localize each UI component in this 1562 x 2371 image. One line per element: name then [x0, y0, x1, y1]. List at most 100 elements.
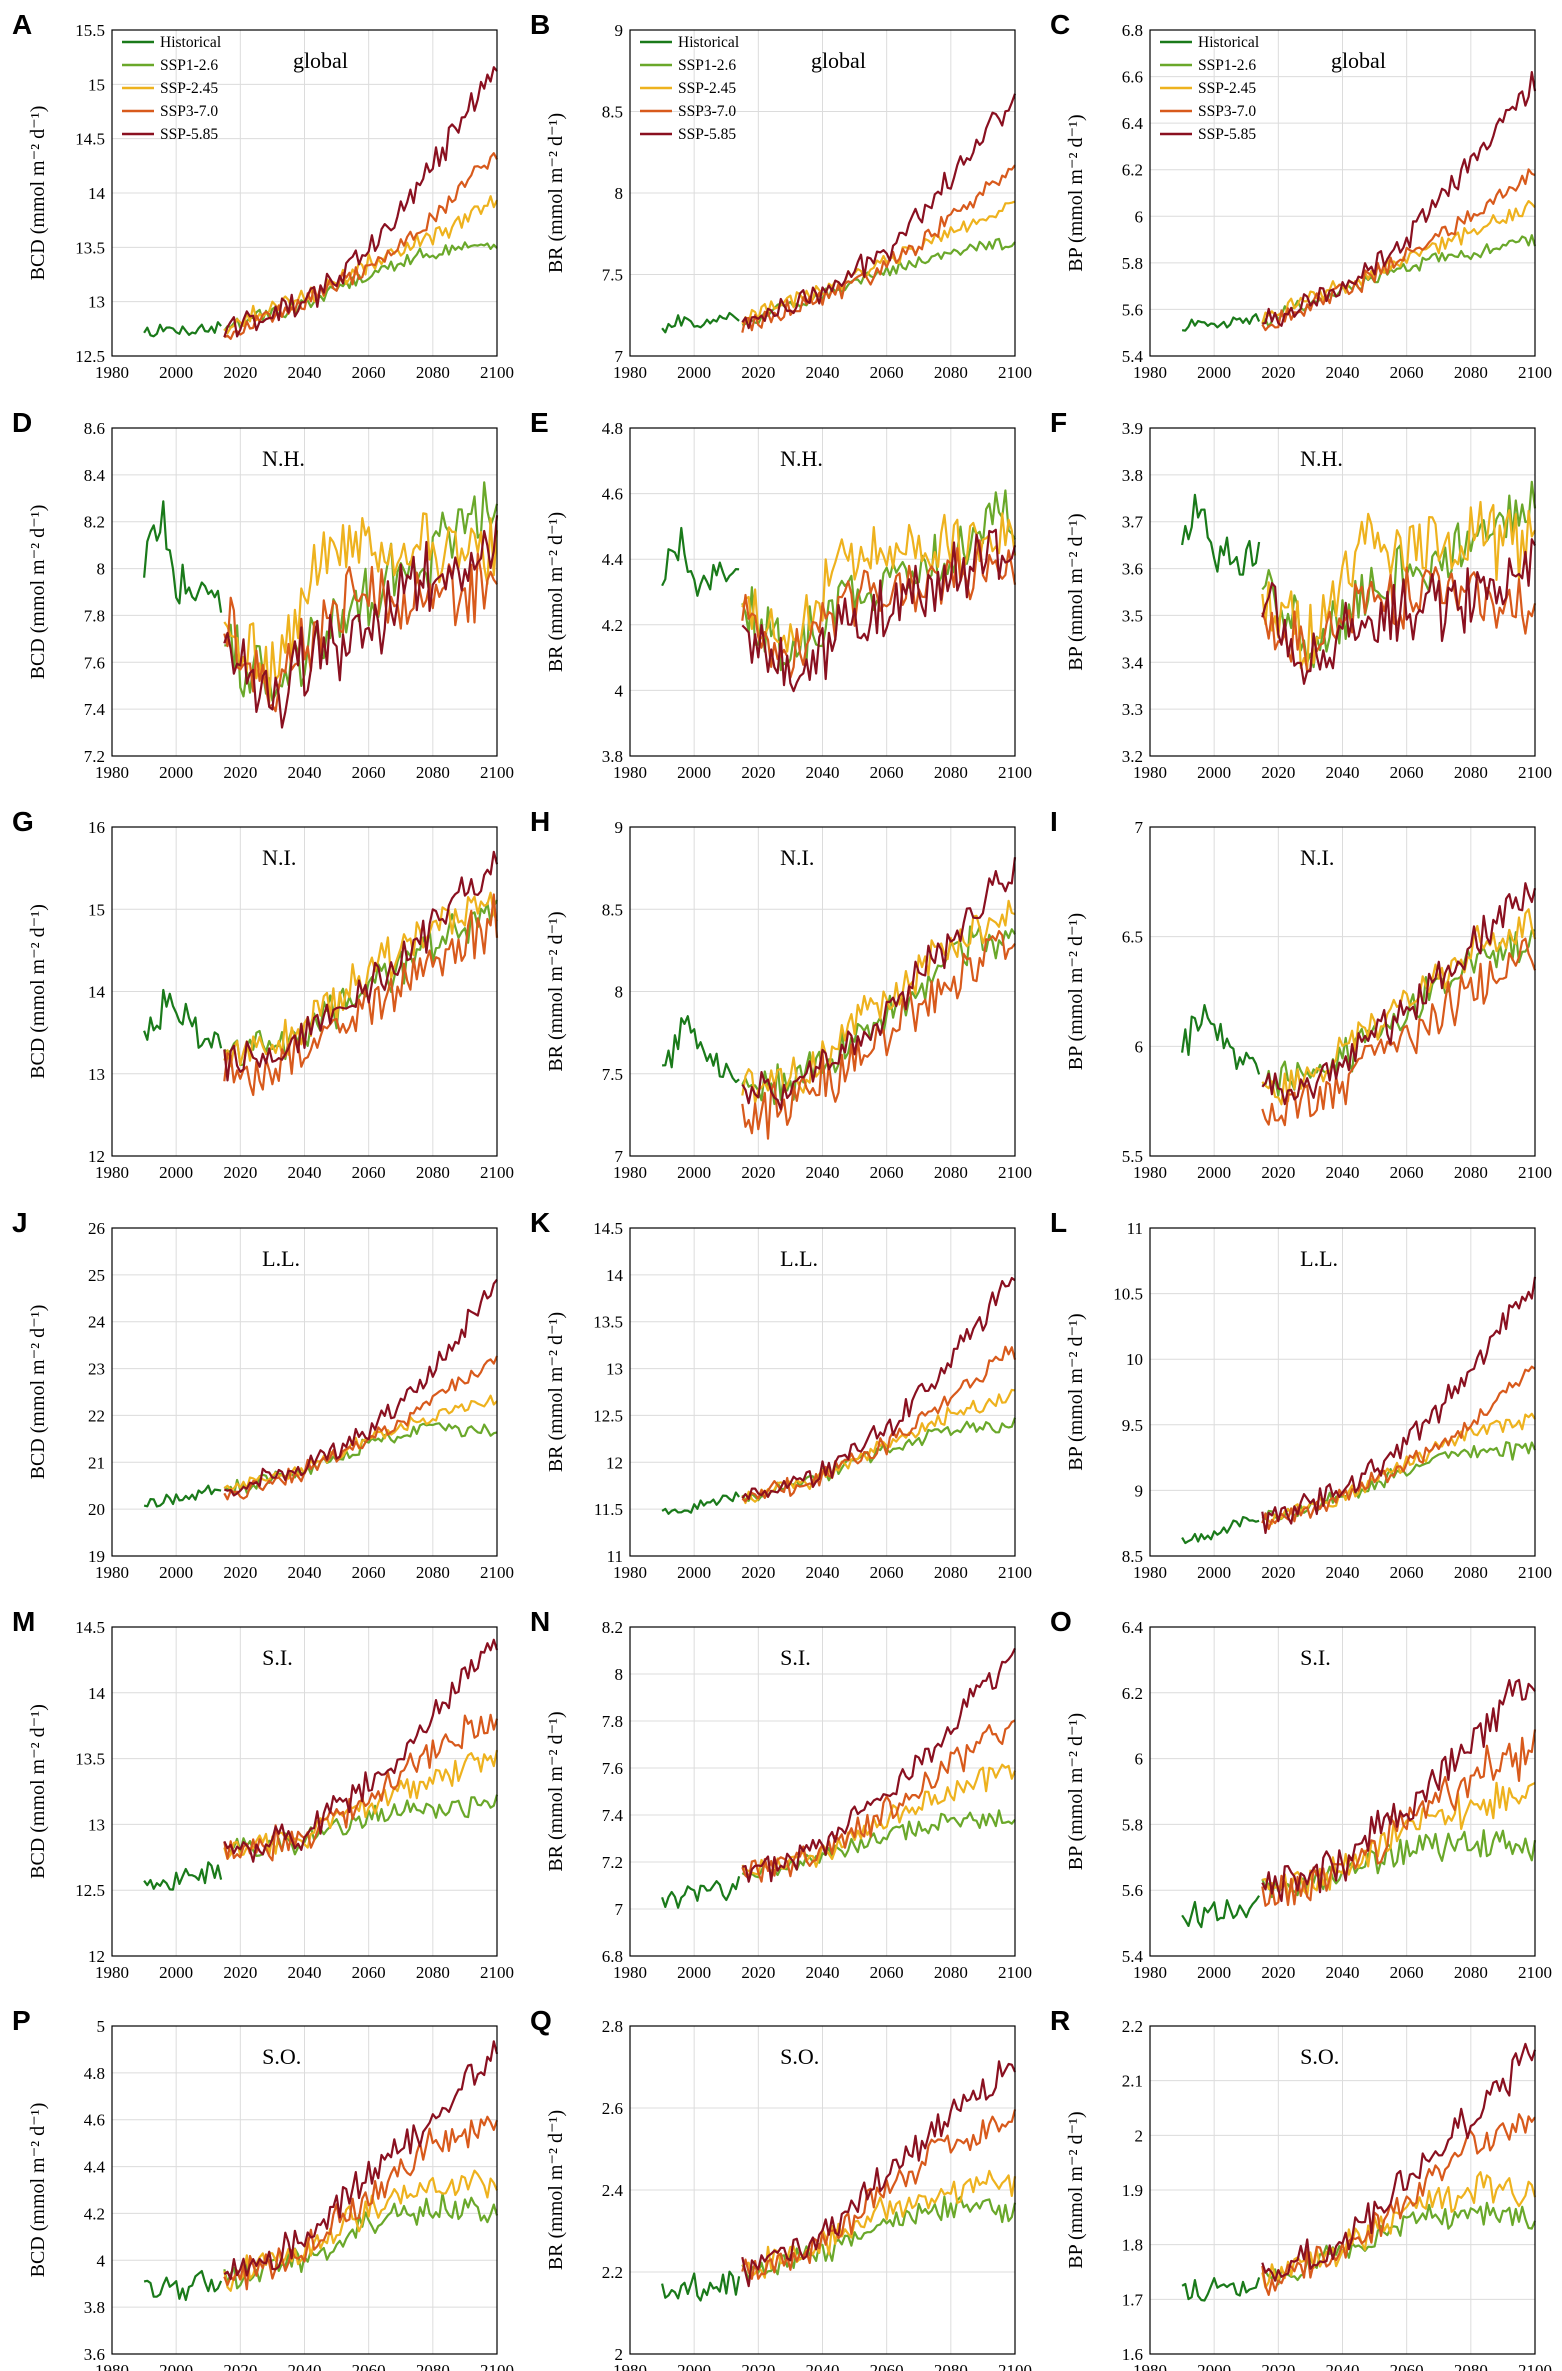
region-label: global [811, 48, 866, 73]
x-tick-label: 2000 [159, 1963, 193, 1982]
legend-entry: SSP3-7.0 [1198, 103, 1256, 120]
x-tick-label: 2040 [806, 763, 840, 782]
x-tick-label: 2060 [1390, 1163, 1424, 1182]
y-tick-label: 5.6 [1122, 300, 1143, 319]
x-tick-label: 2000 [1197, 363, 1231, 382]
x-tick-label: 2080 [1454, 363, 1488, 382]
panel-letter: O [1050, 1606, 1072, 1637]
series-group [1181, 882, 1537, 1127]
series-line-ssp-5-85 [741, 1276, 1016, 1500]
y-axis-label: BCD (mmol m⁻² d⁻¹) [27, 904, 49, 1079]
x-tick-label: 1980 [95, 1963, 129, 1982]
y-tick-label: 7.8 [84, 606, 105, 625]
x-tick-label: 2020 [741, 2361, 775, 2371]
y-tick-label: 7 [615, 1900, 624, 1919]
y-tick-label: 12.5 [75, 1881, 105, 1900]
x-tick-label: 2020 [223, 1563, 257, 1582]
y-tick-label: 23 [88, 1360, 105, 1379]
x-tick-label: 2060 [870, 1963, 904, 1982]
x-tick-label: 2100 [480, 1163, 514, 1182]
series-line-ssp1-2-6 [223, 1794, 499, 1858]
y-tick-label: 12 [606, 1453, 623, 1472]
x-tick-label: 2040 [288, 763, 322, 782]
y-tick-label: 3.6 [1122, 560, 1143, 579]
legend-entry: Historical [160, 34, 221, 51]
series-line-historical [661, 311, 740, 334]
y-tick-label: 5.8 [1122, 254, 1143, 273]
series-group [662, 857, 1017, 1140]
x-tick-label: 2100 [1518, 763, 1552, 782]
x-tick-label: 2080 [934, 763, 968, 782]
series-line-ssp-5-85 [223, 850, 499, 1082]
panel-letter: N [530, 1606, 550, 1637]
series-line-historical [143, 988, 223, 1049]
y-tick-label: 5.4 [1122, 1947, 1144, 1966]
y-tick-label: 10 [1126, 1350, 1143, 1369]
panel-letter: G [12, 806, 34, 837]
y-axis-label: BP (mmol m⁻² d⁻¹) [1065, 2111, 1087, 2268]
x-tick-label: 2020 [1261, 1163, 1295, 1182]
series-line-ssp-5-85 [741, 93, 1017, 330]
series-line-ssp1-2-6 [741, 925, 1016, 1106]
x-tick-label: 2100 [998, 1963, 1032, 1982]
x-tick-label: 1980 [95, 763, 129, 782]
panel-C: 1980 2000 2020 2040 2060 2080 2100 5.4 5.6 5.8 6 6.… [1050, 9, 1552, 382]
y-tick-label: 7 [615, 1147, 624, 1166]
y-tick-label: 2.2 [1122, 2017, 1143, 2036]
series-group [661, 1647, 1017, 1909]
x-tick-label: 2100 [1518, 1563, 1552, 1582]
x-tick-label: 2020 [223, 2361, 257, 2371]
grid [111, 427, 498, 757]
y-tick-label: 12 [88, 1147, 105, 1166]
y-axis-label: BCD (mmol m⁻² d⁻¹) [27, 1704, 49, 1879]
series-line-ssp3-7-0 [223, 152, 498, 340]
x-tick-label: 1980 [95, 1563, 129, 1582]
y-tick-label: 3.4 [1122, 653, 1144, 672]
y-tick-label: 4.8 [602, 419, 623, 438]
x-tick-label: 2020 [1261, 763, 1295, 782]
y-tick-label: 7.4 [602, 1806, 624, 1825]
y-axis-label: BP (mmol m⁻² d⁻¹) [1065, 913, 1087, 1070]
panel-letter: P [12, 2005, 31, 2036]
grid [629, 1626, 1016, 1957]
series-line-ssp3-7-0 [1261, 937, 1537, 1127]
series-line-ssp-2-45 [1262, 1781, 1536, 1898]
panel-letter: M [12, 1606, 35, 1637]
legend-entry: SSP-5.85 [160, 126, 218, 143]
x-tick-label: 2100 [480, 1563, 514, 1582]
plot-frame [1149, 826, 1536, 1157]
region-label: N.I. [1300, 845, 1334, 870]
x-tick-label: 2080 [1454, 763, 1488, 782]
y-tick-label: 4.4 [602, 550, 624, 569]
series-line-historical [661, 1491, 740, 1515]
x-tick-label: 2020 [223, 363, 257, 382]
y-tick-label: 14.5 [75, 130, 105, 149]
x-tick-label: 2060 [1390, 1963, 1424, 1982]
y-tick-label: 2.2 [602, 2263, 623, 2282]
x-tick-label: 2060 [870, 2361, 904, 2371]
x-tick-label: 2020 [741, 763, 775, 782]
y-axis-label: BR (mmol m⁻² d⁻¹) [545, 2110, 567, 2270]
plot-frame [1149, 2025, 1536, 2355]
series-line-historical [143, 321, 222, 338]
y-tick-label: 11 [607, 1547, 623, 1566]
x-tick-label: 2020 [223, 1163, 257, 1182]
x-tick-label: 2000 [159, 763, 193, 782]
y-tick-label: 25 [88, 1266, 105, 1285]
region-label: S.O. [780, 2044, 819, 2069]
grid [111, 826, 498, 1157]
x-tick-label: 2060 [1390, 2361, 1424, 2371]
legend-entry: SSP-2.45 [160, 80, 218, 97]
y-tick-label: 6 [1135, 207, 1144, 226]
region-label: global [1331, 48, 1386, 73]
x-tick-label: 2000 [677, 1563, 711, 1582]
series-line-ssp3-7-0 [1261, 1365, 1536, 1531]
y-tick-label: 11 [1127, 1219, 1143, 1238]
legend-entry: SSP1-2.6 [1198, 57, 1256, 74]
y-tick-label: 12.5 [75, 347, 105, 366]
series-line-ssp3-7-0 [223, 1713, 499, 1862]
x-tick-label: 1980 [1133, 2361, 1167, 2371]
x-tick-label: 2040 [806, 1163, 840, 1182]
y-tick-label: 10.5 [1113, 1285, 1143, 1304]
series-line-ssp3-7-0 [223, 1355, 499, 1501]
